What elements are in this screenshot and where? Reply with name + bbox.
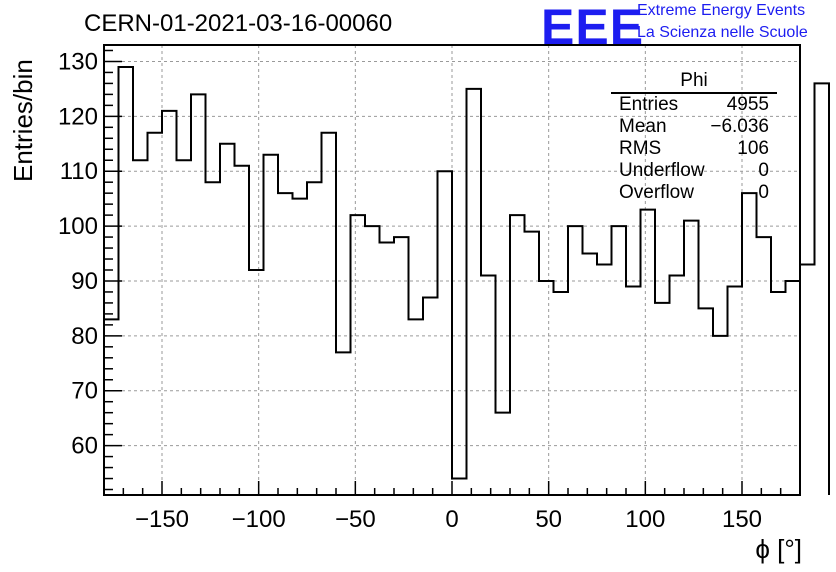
stats-label: Mean	[619, 116, 667, 137]
stats-value: 0	[758, 160, 769, 181]
stats-label: Entries	[619, 94, 679, 115]
x-tick-label: 50	[535, 506, 562, 533]
x-tick-label: −150	[135, 506, 189, 533]
histogram-line	[103, 65, 830, 495]
stats-row-underflow: Underflow 0	[611, 160, 777, 182]
y-tick-label: 120	[58, 103, 98, 130]
y-tick-label: 70	[71, 378, 98, 405]
stats-row-mean: Mean −6.036	[611, 116, 777, 138]
stats-row-rms: RMS 106	[611, 138, 777, 160]
stats-value: −6.036	[710, 116, 769, 137]
chart-title: CERN-01-2021-03-16-00060	[84, 10, 393, 37]
x-tick-label: −50	[335, 506, 376, 533]
y-tick-label: 90	[71, 268, 98, 295]
logo-subtitle-2: La Scienza nelle Scuole	[637, 24, 808, 41]
stats-label: Overflow	[619, 182, 694, 203]
y-tick-label: 100	[58, 213, 98, 240]
y-tick-label: 80	[71, 323, 98, 350]
y-tick-label: 110	[60, 158, 98, 185]
y-tick-label: 60	[71, 433, 98, 460]
stats-row-entries: Entries 4955	[611, 94, 777, 116]
stats-box-title: Phi	[611, 70, 777, 94]
stats-box: Phi Entries 4955 Mean −6.036 RMS 106 Und…	[611, 70, 777, 204]
stats-label: Underflow	[619, 160, 705, 181]
y-tick-label: 130	[58, 48, 98, 75]
stats-label: RMS	[619, 138, 662, 159]
logo-subtitle-1: Extreme Energy Events	[637, 2, 806, 19]
x-tick-label: −100	[232, 506, 286, 533]
x-tick-label: 150	[722, 506, 762, 533]
x-tick-label: 100	[625, 506, 665, 533]
y-axis-label: Entries/bin	[8, 59, 38, 182]
x-tick-label: 0	[445, 506, 458, 533]
x-axis-label: ϕ [°]	[755, 534, 802, 564]
stats-value: 4955	[726, 94, 769, 115]
stats-value: 0	[758, 182, 769, 203]
stats-row-overflow: Overflow 0	[611, 182, 777, 204]
eee-logo: EEE	[541, 0, 645, 55]
stats-value: 106	[737, 138, 769, 159]
